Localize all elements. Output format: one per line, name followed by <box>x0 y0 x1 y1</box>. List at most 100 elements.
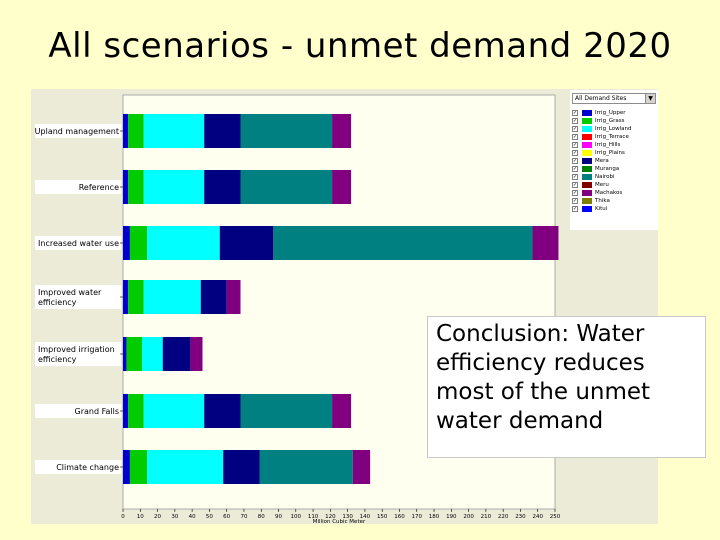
legend-checkbox[interactable]: ✓ <box>572 166 578 172</box>
legend-item[interactable]: ✓ Irrig_Terrace <box>572 133 658 141</box>
x-tick-label: 130 <box>342 514 353 520</box>
x-tick-label: 50 <box>206 514 213 520</box>
bar-segment-machakos <box>352 450 371 484</box>
bar-segment-irrig-upper <box>123 170 129 204</box>
legend-swatch <box>582 134 592 140</box>
legend-checkbox[interactable]: ✓ <box>572 182 578 188</box>
legend-checkbox[interactable]: ✓ <box>572 158 578 164</box>
bar-segment-irrig-lowland <box>143 394 205 428</box>
legend-checkbox[interactable]: ✓ <box>572 150 578 156</box>
category-label-text: Grand Falls <box>75 407 119 416</box>
x-tick-label: 10 <box>137 514 144 520</box>
bar-segment-irrig-grass <box>128 114 144 148</box>
x-tick-label: 60 <box>223 514 230 520</box>
bar-segment-irrig-upper <box>123 394 129 428</box>
category-label-text: Climate change <box>56 463 119 472</box>
legend-checkbox[interactable]: ✓ <box>572 174 578 180</box>
category-label: Increased water use <box>35 236 123 250</box>
x-tick-label: 170 <box>412 514 423 520</box>
bar-segment-mera <box>223 450 260 484</box>
legend-label: Nairobi <box>595 174 615 180</box>
category-label-bg <box>35 180 121 194</box>
legend-swatch <box>582 206 592 212</box>
bar-segment-mera <box>219 226 274 260</box>
legend-item[interactable]: ✓ Thika <box>572 197 658 205</box>
x-tick-label: 180 <box>429 514 440 520</box>
x-tick-label: 120 <box>325 514 336 520</box>
legend-item[interactable]: ✓ Irrig_Upper <box>572 109 658 117</box>
legend-checkbox[interactable]: ✓ <box>572 126 578 132</box>
legend-label: Mera <box>595 158 609 164</box>
category-label-bg <box>35 124 121 138</box>
legend-item[interactable]: ✓ Nairobi <box>572 173 658 181</box>
legend-checkbox[interactable]: ✓ <box>572 110 578 116</box>
bar-segment-irrig-upper <box>123 450 130 484</box>
legend-swatch <box>582 110 592 116</box>
bar-segment-machakos <box>332 170 352 204</box>
category-label-text: efficiency <box>38 355 77 364</box>
legend-item[interactable]: ✓ Kitui <box>572 205 658 213</box>
bar-segment-mera <box>200 280 227 314</box>
legend-item[interactable]: ✓ Irrig_Plains <box>572 149 658 157</box>
bar-segment-irrig-grass <box>126 337 143 371</box>
bar-segment-irrig-lowland <box>143 280 201 314</box>
bar-segment-mera <box>204 170 241 204</box>
x-tick-label: 150 <box>377 514 388 520</box>
legend-swatch <box>582 190 592 196</box>
legend-item[interactable]: ✓ Muranga <box>572 165 658 173</box>
bar-segment-nairobi <box>273 226 533 260</box>
legend-checkbox[interactable]: ✓ <box>572 118 578 124</box>
legend-item[interactable]: ✓ Mera <box>572 157 658 165</box>
legend-checkbox[interactable]: ✓ <box>572 190 578 196</box>
bar-segment-irrig-grass <box>128 170 144 204</box>
x-tick-label: 220 <box>498 514 509 520</box>
bar-segment-nairobi <box>240 394 333 428</box>
legend-checkbox[interactable]: ✓ <box>572 198 578 204</box>
bar-segment-irrig-grass <box>129 226 148 260</box>
chevron-down-icon[interactable]: ▼ <box>645 94 655 103</box>
legend-list: ✓ Irrig_Upper ✓ Irrig_Grass ✓ Irrig_Lowland ✓ I… <box>572 109 658 213</box>
legend-item[interactable]: ✓ Machakos <box>572 189 658 197</box>
bar-segment-irrig-lowland <box>143 170 205 204</box>
legend-swatch <box>582 150 592 156</box>
bar-segment-irrig-lowland <box>143 114 205 148</box>
bar-segment-machakos <box>332 394 352 428</box>
demand-site-dropdown[interactable]: All Demand Sites ▼ <box>572 93 656 104</box>
legend-swatch <box>582 126 592 132</box>
legend-swatch <box>582 158 592 164</box>
bars-layer <box>123 114 559 484</box>
legend-label: Irrig_Plains <box>595 150 625 156</box>
bar-segment-irrig-upper <box>123 280 129 314</box>
x-tick-label: 0 <box>121 514 125 520</box>
legend-checkbox[interactable]: ✓ <box>572 206 578 212</box>
legend-item[interactable]: ✓ Irrig_Lowland <box>572 125 658 133</box>
chart-svg: Upland management Reference Increased wate… <box>35 94 561 524</box>
legend-item[interactable]: ✓ Irrig_Hills <box>572 141 658 149</box>
legend-swatch <box>582 174 592 180</box>
category-label: Reference <box>35 180 123 194</box>
x-tick-label: 40 <box>189 514 196 520</box>
legend-item[interactable]: ✓ Meru <box>572 181 658 189</box>
legend-checkbox[interactable]: ✓ <box>572 142 578 148</box>
legend-checkbox[interactable]: ✓ <box>572 134 578 140</box>
bar-segment-nairobi <box>240 114 333 148</box>
category-label-text: Reference <box>79 183 119 192</box>
bar-segment-irrig-grass <box>128 280 144 314</box>
category-label-text: Increased water use <box>38 239 119 248</box>
legend-label: Meru <box>595 182 609 188</box>
x-tick-label: 160 <box>394 514 405 520</box>
legend-label: Thika <box>595 198 610 204</box>
x-tick-label: 90 <box>275 514 282 520</box>
x-tick-label: 140 <box>360 514 371 520</box>
legend-label: Kitui <box>595 206 608 212</box>
bar-segment-mera <box>204 394 241 428</box>
bar-segment-machakos <box>226 280 241 314</box>
legend-swatch <box>582 182 592 188</box>
x-axis: 0 10 20 30 40 50 60 70 80 90 100 110 120 130 140 150 160… <box>121 509 561 524</box>
dropdown-label: All Demand Sites <box>575 95 627 102</box>
x-tick-label: 240 <box>532 514 543 520</box>
bar-segment-irrig-upper <box>123 337 127 371</box>
x-tick-label: 80 <box>258 514 265 520</box>
legend-item[interactable]: ✓ Irrig_Grass <box>572 117 658 125</box>
